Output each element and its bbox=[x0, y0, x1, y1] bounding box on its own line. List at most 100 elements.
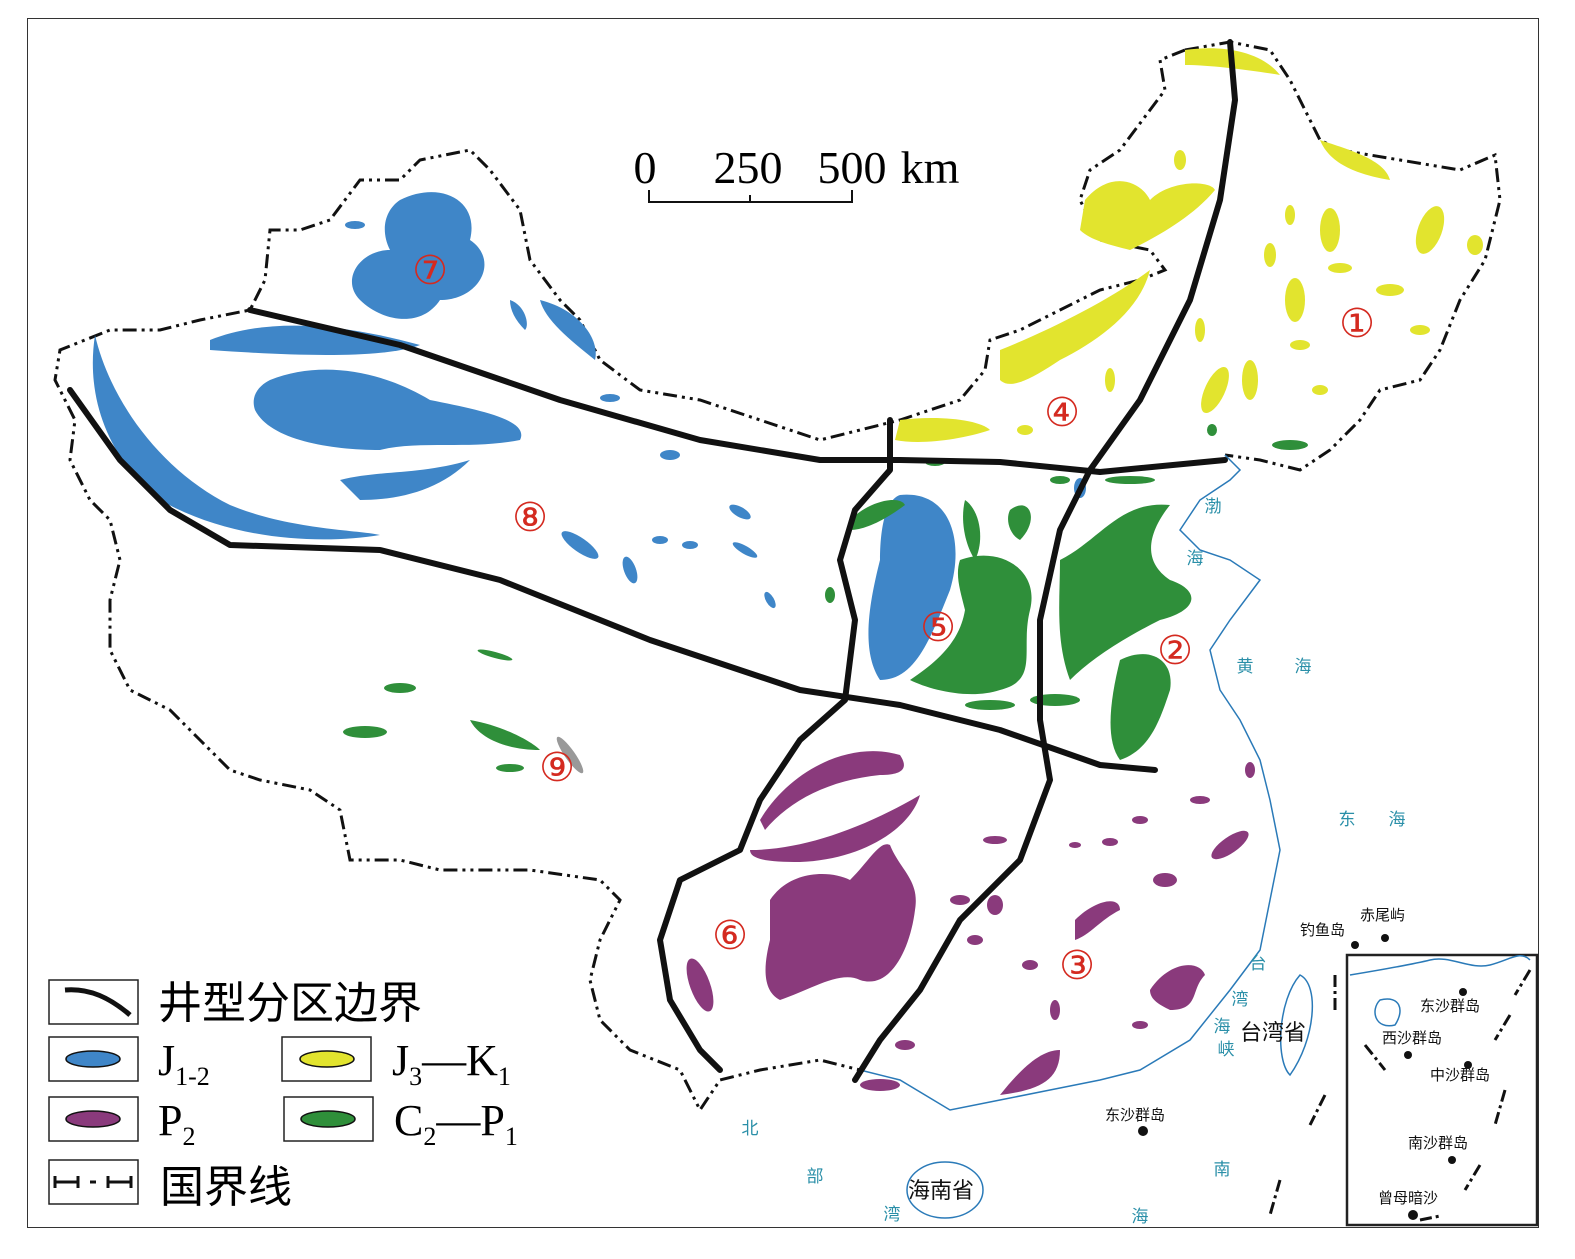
j12-deposit bbox=[652, 536, 668, 544]
inset-label-dongsha: 东沙群岛 bbox=[1420, 997, 1480, 1015]
sea-label: 峡 bbox=[1218, 1040, 1235, 1060]
c2p1-deposit bbox=[963, 500, 981, 560]
j12-deposit bbox=[92, 335, 380, 540]
scale-label-500: 500 bbox=[818, 142, 887, 193]
zone-label-4: ④ bbox=[1044, 390, 1080, 435]
national-border bbox=[53, 48, 1186, 1113]
j3k1-deposit bbox=[1410, 325, 1430, 335]
p2-deposit bbox=[1153, 873, 1177, 887]
place-label-hainan: 海南省 bbox=[908, 1179, 974, 1204]
legend-label-c2p1: C2—P1 bbox=[394, 1096, 518, 1151]
j12-deposit bbox=[340, 460, 470, 500]
scale-bar: 0 250 500 km bbox=[634, 142, 960, 203]
c2p1-deposit bbox=[384, 683, 416, 693]
j3k1-deposit bbox=[1376, 284, 1404, 296]
p2-deposit bbox=[1190, 796, 1210, 804]
j12-deposit bbox=[682, 541, 698, 549]
j3k1-deposit bbox=[1105, 368, 1115, 392]
j12-deposit bbox=[764, 591, 776, 609]
legend-label-border: 国界线 bbox=[160, 1162, 292, 1213]
place-label-chiwei: 赤尾屿 bbox=[1360, 906, 1405, 924]
sea-label: 海 bbox=[1187, 549, 1204, 569]
sea-label: 湾 bbox=[1232, 990, 1249, 1010]
place-label-dongsha: 东沙群岛 bbox=[1105, 1106, 1165, 1124]
coastline bbox=[859, 454, 1281, 1111]
p2-deposit bbox=[760, 751, 904, 830]
sea-label: 湾 bbox=[884, 1205, 901, 1225]
j3k1-deposit bbox=[1195, 318, 1205, 342]
j3k1-deposit bbox=[1285, 278, 1305, 322]
legend: 井型分区边界 J1-2 J3—K1 P2 C2—P1 国界线 bbox=[48, 978, 518, 1213]
j3k1-deposit bbox=[1080, 181, 1215, 250]
j12-deposit bbox=[345, 221, 365, 229]
j12-deposit bbox=[660, 450, 680, 460]
zone-boundary bbox=[657, 417, 893, 1073]
place-label-diaoyu: 钓鱼岛 bbox=[1300, 921, 1345, 939]
c2p1-deposit bbox=[1050, 476, 1070, 484]
sea-label: 海 bbox=[1214, 1017, 1231, 1037]
inset-label-xisha: 西沙群岛 bbox=[1382, 1029, 1442, 1047]
c2p1-deposit bbox=[1059, 504, 1192, 680]
p2-deposit bbox=[1000, 1050, 1060, 1095]
j3k1-deposit bbox=[1201, 366, 1229, 414]
p2-deposit bbox=[1022, 960, 1038, 970]
j3k1-deposit bbox=[1467, 235, 1483, 255]
p2-deposit bbox=[895, 1040, 915, 1050]
sea-label: 台 bbox=[1250, 954, 1267, 974]
p2-deposit bbox=[1132, 816, 1148, 824]
zone-labels: ① ② ③ ④ ⑤ ⑥ ⑦ ⑧ ⑨ bbox=[412, 248, 1375, 988]
scale-unit: km bbox=[901, 142, 960, 193]
legend-boundary-swatch bbox=[64, 987, 132, 1017]
zone-label-2: ② bbox=[1157, 628, 1193, 673]
j3k1-deposit bbox=[1328, 263, 1352, 273]
zone-label-7: ⑦ bbox=[412, 248, 448, 293]
c2p1-deposit bbox=[910, 555, 1032, 695]
sea-label: 东 bbox=[1339, 810, 1356, 830]
j3k1-deposit bbox=[1312, 385, 1328, 395]
place-labels: 台湾省 海南省 东沙群岛 钓鱼岛 赤尾屿 bbox=[908, 906, 1405, 1204]
c2p1-deposit bbox=[1207, 424, 1217, 436]
j3k1-deposit bbox=[1290, 340, 1310, 350]
national-border-ne bbox=[1184, 40, 1502, 472]
p2-deposit bbox=[1211, 830, 1249, 860]
scale-label-250: 250 bbox=[714, 142, 783, 193]
j3k1-deposit bbox=[1320, 208, 1340, 252]
j12-deposit bbox=[510, 300, 527, 330]
hainan-island bbox=[906, 1161, 984, 1219]
j12-deposit bbox=[622, 556, 638, 584]
j3k1-deposit bbox=[1242, 360, 1258, 400]
zone-boundaries bbox=[67, 39, 1238, 1083]
p2-deposit bbox=[950, 895, 970, 905]
j3k1-deposit bbox=[1285, 205, 1295, 225]
c2p1-deposit bbox=[477, 649, 513, 661]
zone-boundary bbox=[247, 307, 1228, 475]
p2-deposit bbox=[967, 935, 983, 945]
p2-deposit bbox=[1132, 1021, 1148, 1029]
zone-label-6: ⑥ bbox=[712, 913, 748, 958]
legend-swatch-p2 bbox=[65, 1110, 121, 1128]
sea-label: 部 bbox=[807, 1167, 824, 1187]
j12-deposit bbox=[210, 325, 420, 355]
p2-deposit bbox=[1069, 842, 1081, 848]
j3k1-deposit bbox=[1264, 243, 1276, 267]
p2-deposits bbox=[686, 751, 1255, 1095]
j3k1-deposit bbox=[1000, 270, 1150, 384]
legend-swatch-j12 bbox=[65, 1050, 121, 1068]
south-china-sea-inset: 东沙群岛 西沙群岛 中沙群岛 南沙群岛 曾母暗沙 bbox=[1268, 953, 1539, 1227]
j12-deposit bbox=[600, 394, 620, 402]
j3k1-deposit bbox=[1017, 425, 1033, 435]
c2p1-deposit bbox=[496, 764, 524, 772]
sea-label: 北 bbox=[742, 1119, 759, 1139]
taiwan-island bbox=[1280, 974, 1313, 1077]
legend-label-j3k1: J3—K1 bbox=[392, 1036, 511, 1091]
zone-boundary bbox=[852, 39, 1238, 1083]
zone-label-5: ⑤ bbox=[920, 605, 956, 650]
j12-deposit bbox=[351, 192, 485, 319]
sea-label: 南 bbox=[1214, 1160, 1231, 1180]
p2-deposit bbox=[987, 895, 1003, 915]
j3k1-deposit bbox=[895, 418, 990, 442]
sea-label: 渤 bbox=[1205, 497, 1222, 517]
j3k1-deposit bbox=[1320, 140, 1390, 180]
c2p1-deposit bbox=[470, 720, 540, 750]
